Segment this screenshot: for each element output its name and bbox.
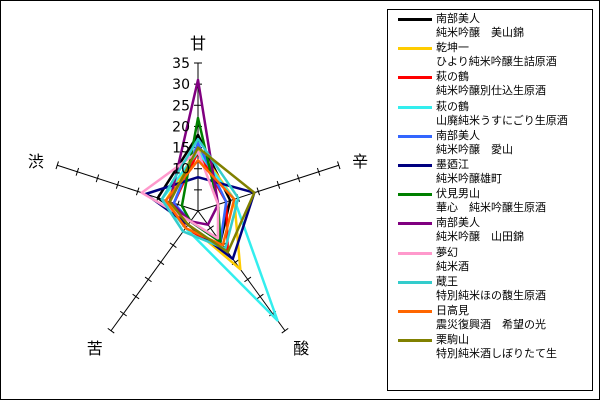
legend-brand: 萩の鶴	[436, 70, 469, 84]
axis-tick	[337, 161, 341, 170]
legend-brand: 栗駒山	[436, 333, 469, 347]
legend-swatch	[398, 105, 432, 109]
axis-label: 辛	[352, 152, 368, 171]
axis-tick	[157, 259, 165, 266]
legend-item-4: 萩の鶴 山廃純米うすにごり生原酒	[392, 100, 588, 129]
legend-item-3: 萩の鶴 純米吟醸別仕込生原酒	[392, 70, 588, 99]
legend-brand: 夢幻	[436, 245, 458, 259]
legend-item-1: 南部美人 純米吟醸 美山錦	[392, 12, 588, 41]
legend-item-9: 夢幻 純米酒	[392, 246, 588, 275]
axis-tick	[132, 293, 140, 300]
legend: 南部美人 純米吟醸 美山錦 乾坤一 ひより純米吟醸生詰原酒 萩の鶴 純米吟醸別仕込生原酒萩…	[387, 9, 593, 391]
legend-swatch	[398, 193, 432, 197]
axis-tick	[206, 225, 214, 231]
legend-item-11: 日高見 震災復興酒 希望の光	[392, 304, 588, 333]
legend-product: 純米吟醸雄町	[436, 171, 502, 185]
legend-product: 山廃純米うすにごり生原酒	[436, 113, 568, 127]
series-polygon-10	[160, 137, 240, 250]
legend-product: 特別純米ほの馥生原酒	[436, 288, 546, 302]
axis-tick	[95, 174, 100, 183]
legend-item-5: 南部美人 純米吟醸 愛山	[392, 129, 588, 158]
legend-brand: 墨廼江	[436, 157, 469, 171]
axis-label: 酸	[293, 339, 309, 358]
axis-tick	[244, 276, 252, 283]
axis-tick	[276, 180, 281, 189]
legend-brand: 日高見	[436, 303, 469, 317]
axis-tick	[135, 187, 140, 196]
legend-item-2: 乾坤一 ひより純米吟醸生詰原酒	[392, 41, 588, 70]
legend-swatch	[398, 280, 432, 284]
legend-item-7: 伏見男山 華心 純米吟醸生原酒	[392, 187, 588, 216]
axis-tick	[107, 327, 115, 334]
axis-tick	[169, 242, 177, 248]
legend-swatch	[398, 339, 432, 343]
legend-brand: 乾坤一	[436, 41, 469, 55]
legend-product: 純米酒	[436, 259, 469, 273]
legend-item-10: 蔵王 特別純米ほの馥生原酒	[392, 275, 588, 304]
axis-tick	[316, 167, 321, 176]
legend-item-8: 南部美人 純米吟醸 山田錦	[392, 216, 588, 245]
legend-item-12: 栗駒山 特別純米酒しぼりたて生	[392, 333, 588, 362]
series-polygon-9	[140, 150, 220, 240]
axis-tick	[256, 293, 264, 300]
legend-product: 純米吟醸 美山錦	[436, 26, 524, 39]
legend-swatch	[398, 47, 432, 51]
axis-tick	[115, 180, 120, 189]
legend-product: 震災復興酒 希望の光	[436, 317, 546, 331]
axis-line	[197, 164, 339, 212]
tick-label: 10	[172, 162, 190, 178]
legend-product: 特別純米酒しぼりたて生	[436, 347, 557, 361]
legend-product: 華心 純米吟醸生原酒	[436, 201, 546, 215]
series-polygon-12	[168, 146, 256, 254]
tick-label: 20	[172, 119, 190, 135]
legend-swatch	[398, 18, 432, 21]
legend-product: ひより純米吟醸生詰原酒	[436, 55, 557, 69]
legend-swatch	[398, 134, 432, 138]
tick-label: 35	[172, 56, 190, 72]
legend-swatch	[398, 76, 432, 80]
legend-item-6: 墨廼江 純米吟醸雄町	[392, 158, 588, 187]
legend-swatch	[398, 163, 432, 167]
legend-brand: 南部美人	[436, 128, 480, 142]
legend-product: 純米吟醸 愛山	[436, 142, 513, 156]
tick-label: 15	[172, 141, 190, 157]
axis-label: 甘	[190, 34, 206, 53]
legend-brand: 伏見男山	[436, 187, 480, 201]
legend-brand: 萩の鶴	[436, 99, 469, 113]
legend-brand: 南部美人	[436, 216, 480, 230]
tick-label: 30	[172, 77, 190, 93]
axis-label: 渋	[28, 152, 44, 171]
legend-brand: 蔵王	[436, 274, 458, 288]
axis-tick	[281, 327, 289, 334]
legend-swatch	[398, 251, 432, 255]
axis-tick	[256, 187, 261, 196]
axis-tick	[119, 310, 127, 317]
axis-tick	[75, 167, 80, 176]
legend-product: 純米吟醸別仕込生原酒	[436, 84, 546, 98]
axis-tick	[296, 174, 301, 183]
legend-brand: 南部美人	[436, 12, 480, 25]
series-polygon-8	[168, 78, 220, 226]
legend-swatch	[398, 222, 432, 226]
axis-tick	[144, 276, 152, 283]
axis-label: 苦	[87, 339, 103, 358]
axis-line	[197, 210, 286, 332]
axis-tick	[55, 161, 59, 170]
legend-product: 純米吟醸 山田錦	[436, 230, 524, 244]
legend-swatch	[398, 309, 432, 313]
tick-label: 25	[172, 98, 190, 114]
